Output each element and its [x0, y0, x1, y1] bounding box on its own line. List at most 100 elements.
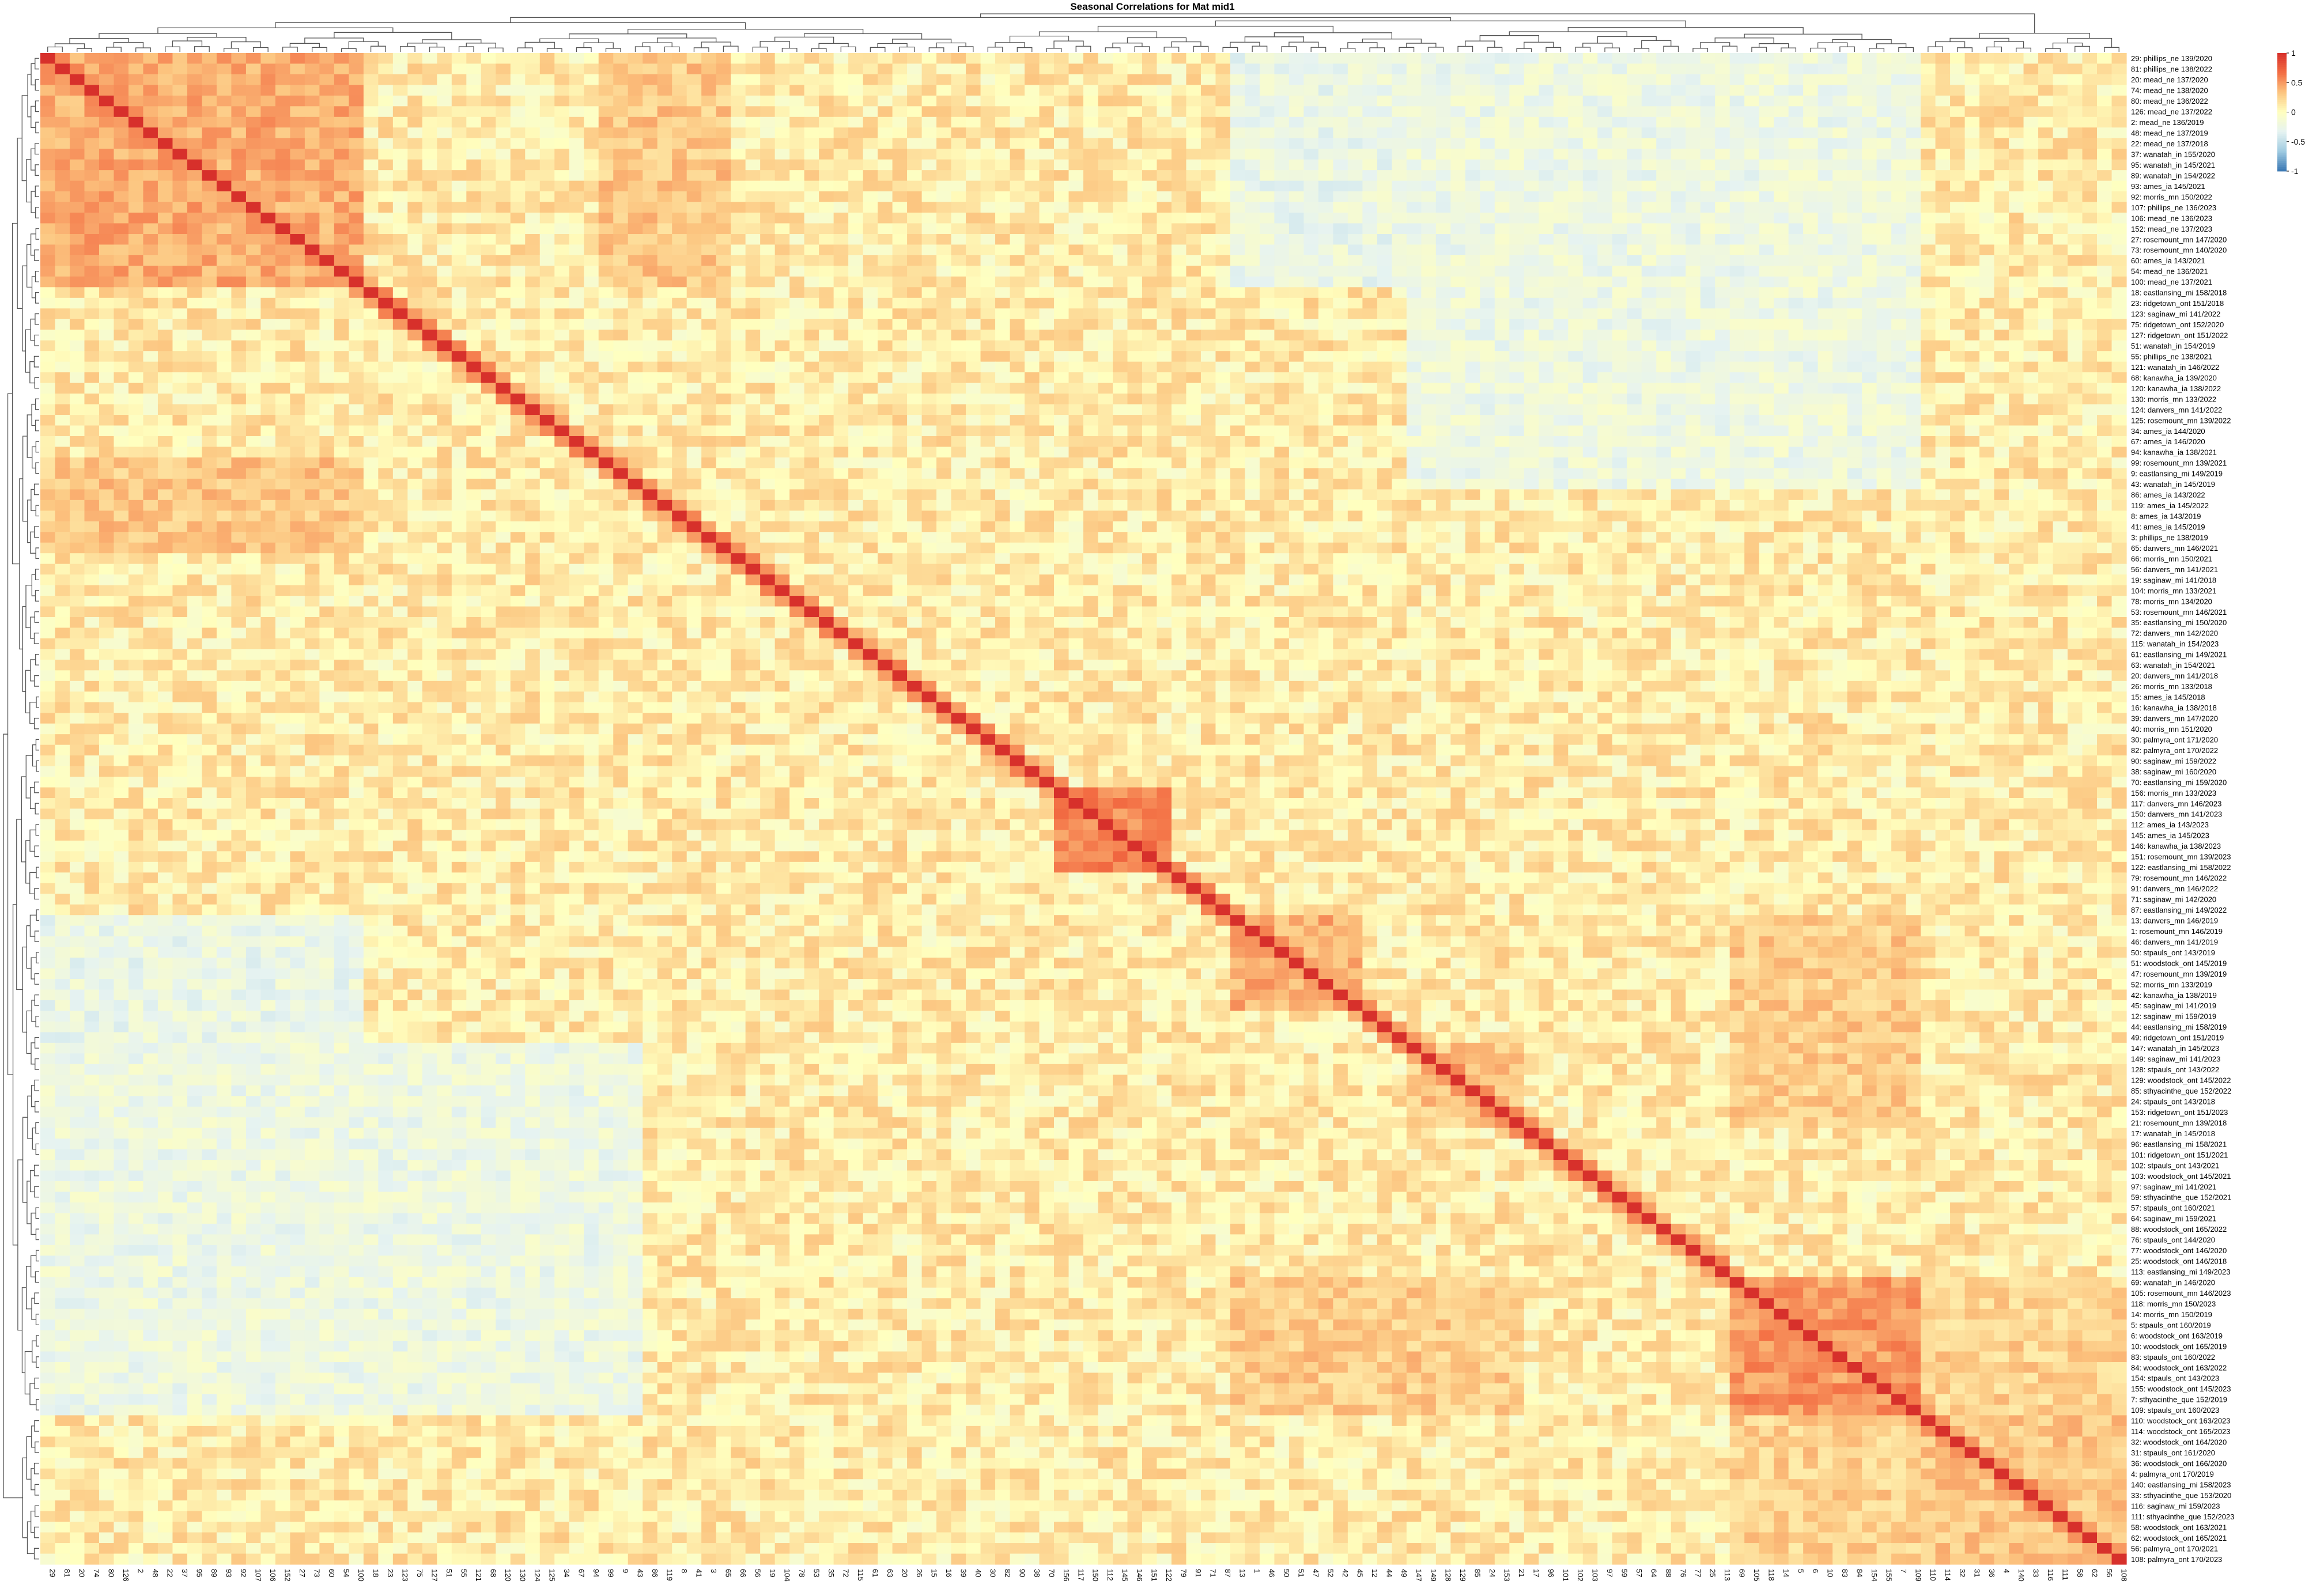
heatmap-cell	[1876, 53, 1892, 65]
heatmap-cell	[157, 213, 173, 224]
heatmap-cell	[260, 127, 276, 139]
heatmap-cell	[1627, 340, 1642, 351]
heatmap-cell	[422, 63, 437, 75]
heatmap-cell	[1347, 159, 1363, 171]
heatmap-cell	[1362, 223, 1378, 235]
heatmap-cell	[84, 202, 100, 213]
heatmap-cell	[672, 308, 687, 320]
heatmap-cell	[995, 170, 1011, 181]
heatmap-cell	[863, 213, 878, 224]
heatmap-cell	[1186, 95, 1201, 107]
heatmap-cell	[1803, 202, 1819, 213]
heatmap-cell	[1597, 85, 1613, 96]
heatmap-cell	[1862, 202, 1877, 213]
heatmap-cell	[496, 287, 511, 298]
heatmap-cell	[304, 116, 320, 128]
heatmap-cell	[2023, 244, 2039, 256]
heatmap-cell	[496, 127, 511, 139]
heatmap-cell	[231, 85, 247, 96]
heatmap-cell	[774, 340, 790, 351]
heatmap-cell	[848, 308, 864, 320]
heatmap-cell	[172, 308, 188, 320]
heatmap-cell	[481, 170, 496, 181]
heatmap-cell	[686, 85, 702, 96]
heatmap-cell	[1994, 191, 2009, 203]
heatmap-cell	[1803, 234, 1819, 245]
heatmap-cell	[1817, 149, 1833, 160]
heatmap-cell	[1186, 170, 1201, 181]
heatmap-cell	[1171, 383, 1187, 394]
heatmap-cell	[804, 149, 819, 160]
heatmap-cell	[584, 223, 599, 235]
heatmap-cell	[451, 404, 467, 415]
heatmap-cell	[290, 244, 305, 256]
heatmap-cell	[1377, 340, 1392, 351]
heatmap-cell	[892, 180, 908, 192]
heatmap-cell	[2068, 404, 2083, 415]
heatmap-cell	[1215, 63, 1231, 75]
heatmap-cell	[1157, 159, 1172, 171]
heatmap-cell	[628, 340, 643, 351]
heatmap-cell	[848, 63, 864, 75]
heatmap-cell	[1935, 276, 1951, 288]
heatmap-cell	[157, 191, 173, 203]
heatmap-cell	[1729, 383, 1745, 394]
heatmap-cell	[921, 394, 937, 405]
heatmap-cell	[99, 202, 115, 213]
heatmap-cell	[1494, 255, 1510, 267]
heatmap-cell	[172, 234, 188, 245]
heatmap-cell	[1524, 85, 1539, 96]
heatmap-cell	[392, 138, 408, 149]
heatmap-cell	[966, 308, 981, 320]
heatmap-cell	[966, 116, 981, 128]
heatmap-cell	[1759, 404, 1774, 415]
heatmap-cell	[363, 63, 379, 75]
heatmap-cell	[1539, 415, 1554, 426]
heatmap-cell	[1656, 340, 1672, 351]
heatmap-cell	[407, 255, 423, 267]
heatmap-cell	[1876, 372, 1892, 384]
heatmap-cell	[1641, 85, 1657, 96]
heatmap-cell	[980, 223, 996, 235]
heatmap-cell	[1362, 394, 1378, 405]
heatmap-cell	[1112, 361, 1128, 373]
heatmap-cell	[1171, 159, 1187, 171]
heatmap-cell	[1803, 63, 1819, 75]
heatmap-cell	[1200, 138, 1216, 149]
heatmap-cell	[1230, 149, 1246, 160]
heatmap-cell	[55, 361, 70, 373]
heatmap-cell	[216, 180, 232, 192]
heatmap-cell	[584, 394, 599, 405]
heatmap-cell	[407, 74, 423, 86]
heatmap-cell	[1803, 159, 1819, 171]
heatmap-cell	[1010, 394, 1025, 405]
heatmap-cell	[966, 340, 981, 351]
heatmap-cell	[1142, 404, 1158, 415]
heatmap-cell	[819, 106, 834, 118]
heatmap-cell	[437, 106, 452, 118]
heatmap-cell	[878, 372, 893, 384]
heatmap-cell	[643, 106, 658, 118]
heatmap-cell	[1347, 415, 1363, 426]
heatmap-cell	[1891, 319, 1907, 330]
heatmap-cell	[1553, 404, 1569, 415]
heatmap-cell	[1215, 159, 1231, 171]
heatmap-cell	[657, 127, 672, 139]
heatmap-cell	[99, 330, 115, 341]
heatmap-cell	[260, 415, 276, 426]
heatmap-cell	[760, 74, 776, 86]
heatmap-cell	[819, 330, 834, 341]
heatmap-cell	[378, 404, 394, 415]
heatmap-cell	[598, 287, 614, 298]
heatmap-cell	[1744, 394, 1760, 405]
heatmap-cell	[1964, 223, 1980, 235]
heatmap-cell	[202, 276, 217, 288]
heatmap-cell	[2082, 287, 2098, 298]
heatmap-cell	[216, 372, 232, 384]
heatmap-cell	[157, 138, 173, 149]
heatmap-cell	[114, 234, 129, 245]
heatmap-cell	[848, 340, 864, 351]
heatmap-cell	[466, 276, 482, 288]
heatmap-cell	[1759, 180, 1774, 192]
heatmap-cell	[1832, 319, 1848, 330]
